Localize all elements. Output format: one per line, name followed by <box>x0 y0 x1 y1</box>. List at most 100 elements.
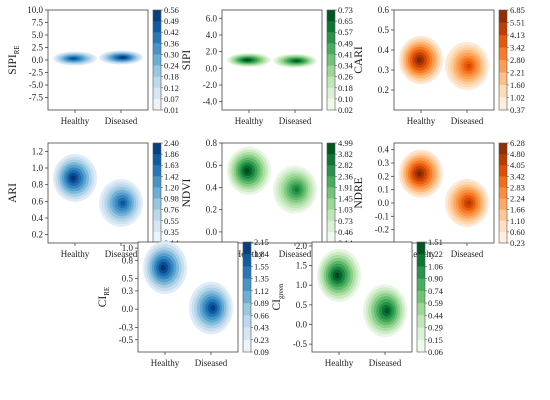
y-tick-label: 10.0 <box>27 5 43 15</box>
y-tick-label: 0.2 <box>206 205 217 215</box>
y-tick-label: 1.0 <box>296 280 308 290</box>
y-tick-label: 0.4 <box>32 213 44 223</box>
y-tick-label: 0.2 <box>32 230 43 240</box>
x-tick-label-healthy: Healthy <box>325 358 354 368</box>
colorbar-segment <box>327 76 335 89</box>
colorbar-segment <box>153 198 161 211</box>
colorbar-segment <box>153 76 161 89</box>
density-contour <box>294 187 300 193</box>
colorbar-tick-label: 0.46 <box>338 227 353 237</box>
colorbar-tick-label: 0.74 <box>428 286 444 296</box>
density-contour <box>120 56 126 59</box>
y-tick-label: 0.6 <box>32 196 44 206</box>
density-contour <box>70 57 76 60</box>
y-tick-label: 0.6 <box>206 160 218 170</box>
colorbar-tick-label: 2.21 <box>510 68 525 78</box>
colorbar-segment <box>153 98 161 111</box>
colorbar-segment <box>417 242 425 255</box>
x-tick-label-healthy: Healthy <box>61 249 90 259</box>
y-tick-label: 0.0 <box>32 55 44 65</box>
colorbar-segment <box>499 154 507 166</box>
y-tick-label: 0.0 <box>122 304 134 314</box>
colorbar-tick-label: 1.63 <box>164 160 179 170</box>
colorbar-tick-label: 0.49 <box>338 38 353 48</box>
y-tick-label: 0.8 <box>122 255 134 265</box>
colorbar-segment <box>153 154 161 166</box>
colorbar-tick-label: 0.18 <box>164 72 179 82</box>
colorbar-segment <box>327 87 335 100</box>
colorbar-tick-label: 0.12 <box>164 83 179 93</box>
y-tick-label: 0.8 <box>32 180 44 190</box>
colorbar-segment <box>153 54 161 67</box>
colorbar-segment <box>243 242 251 255</box>
colorbar-segment <box>417 315 425 329</box>
colorbar-segment <box>499 47 507 61</box>
colorbar-tick-label: 0.44 <box>428 310 444 320</box>
colorbar-tick-label: 0.89 <box>254 298 269 308</box>
density-contour <box>334 272 340 279</box>
colorbar-segment <box>499 165 507 177</box>
density-contour <box>466 200 472 206</box>
y-tick-label: 1.0 <box>122 243 134 253</box>
y-tick-label: 2.0 <box>296 241 308 251</box>
subplot-6: 0.40.30.20.10.0-0.1-0.2HealthyDiseasedND… <box>353 138 526 259</box>
y-tick-label: -5.0 <box>29 80 44 90</box>
colorbar-segment <box>243 278 251 292</box>
colorbar-frame <box>152 9 162 111</box>
y-axis-label: CARI <box>353 46 365 74</box>
x-tick-label-diseased: Diseased <box>451 116 484 126</box>
colorbar-tick-label: 0.73 <box>338 5 353 15</box>
colorbar-tick-label: 0.29 <box>428 323 443 333</box>
colorbar-segment <box>153 176 161 188</box>
density-healthy <box>317 248 361 302</box>
colorbar-tick-label: 4.99 <box>338 138 353 148</box>
colorbar-tick-label: 0.15 <box>428 335 443 345</box>
density-contour <box>416 57 422 63</box>
colorbar-segment <box>153 32 161 44</box>
colorbar-tick-label: 0.60 <box>510 227 525 237</box>
colorbar-segment <box>499 72 507 86</box>
colorbar-tick-label: 0.01 <box>164 105 179 115</box>
density-diseased <box>189 281 233 335</box>
density-contour <box>210 305 216 311</box>
y-tick-label: 0.3 <box>122 286 134 296</box>
y-tick-label: 0.6 <box>378 5 390 15</box>
y-axis-label: CIgreen <box>271 283 285 311</box>
colorbar-segment <box>327 43 335 55</box>
colorbar-segment <box>153 231 161 244</box>
colorbar-tick-label: 0.34 <box>338 61 354 71</box>
colorbar-segment <box>327 198 335 211</box>
colorbar-tick-label: 0.76 <box>164 205 179 215</box>
y-tick-label: 2.5 <box>32 43 44 53</box>
colorbar-tick-label: 1.35 <box>254 274 269 284</box>
y-axis-label: ARI <box>7 183 19 203</box>
colorbar-tick-label: 1.42 <box>164 171 179 181</box>
colorbar-tick-label: 2.24 <box>510 194 526 204</box>
colorbar-tick-label: 0.65 <box>338 16 353 26</box>
colorbar-tick-label: 0.26 <box>338 72 353 82</box>
colorbar-tick-label: 2.82 <box>338 160 353 170</box>
y-axis-label: CIRE <box>97 287 111 307</box>
density-contour <box>120 200 126 206</box>
density-contour <box>416 171 422 177</box>
colorbar-tick-label: 0.42 <box>164 27 179 37</box>
colorbar-tick-label: 0.37 <box>510 105 525 115</box>
y-tick-label: -7.5 <box>29 93 44 103</box>
colorbar-segment <box>243 290 251 304</box>
colorbar-segment <box>153 21 161 33</box>
y-tick-label: 0.8 <box>206 138 218 148</box>
colorbar-tick-label: 0.02 <box>338 105 353 115</box>
colorbar-segment <box>243 315 251 329</box>
colorbar-segment <box>499 231 507 244</box>
colorbar-tick-label: 0.41 <box>338 49 353 59</box>
colorbar-tick-label: 4.80 <box>510 149 525 159</box>
y-tick-label: 0.3 <box>378 158 390 168</box>
y-axis-label: NDRE <box>353 177 365 208</box>
colorbar-tick-label: 2.36 <box>338 171 353 181</box>
colorbar-tick-label: 0.59 <box>428 298 443 308</box>
density-healthy <box>53 154 97 202</box>
colorbar-frame <box>498 142 508 244</box>
y-tick-label: 1.5 <box>296 261 308 271</box>
y-tick-label: 0.5 <box>296 300 308 310</box>
colorbar-tick-label: 0.06 <box>428 347 443 357</box>
